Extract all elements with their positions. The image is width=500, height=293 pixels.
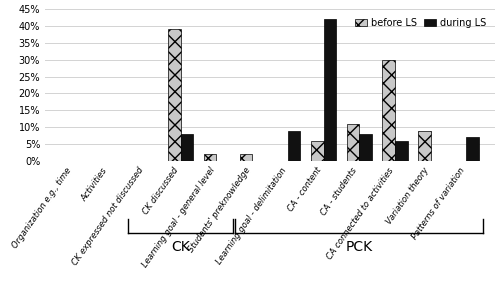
- Bar: [382, 59, 395, 161]
- Bar: [395, 141, 407, 161]
- Bar: [240, 154, 252, 161]
- Bar: [324, 19, 336, 161]
- Text: PCK: PCK: [346, 240, 373, 254]
- Bar: [360, 134, 372, 161]
- Bar: [418, 131, 430, 161]
- Bar: [466, 137, 479, 161]
- Bar: [180, 134, 193, 161]
- Bar: [347, 124, 360, 161]
- Bar: [288, 131, 300, 161]
- Bar: [204, 154, 216, 161]
- Bar: [311, 141, 324, 161]
- Bar: [168, 29, 180, 161]
- Legend: before LS, during LS: before LS, during LS: [351, 14, 490, 31]
- Text: CK: CK: [172, 240, 190, 254]
